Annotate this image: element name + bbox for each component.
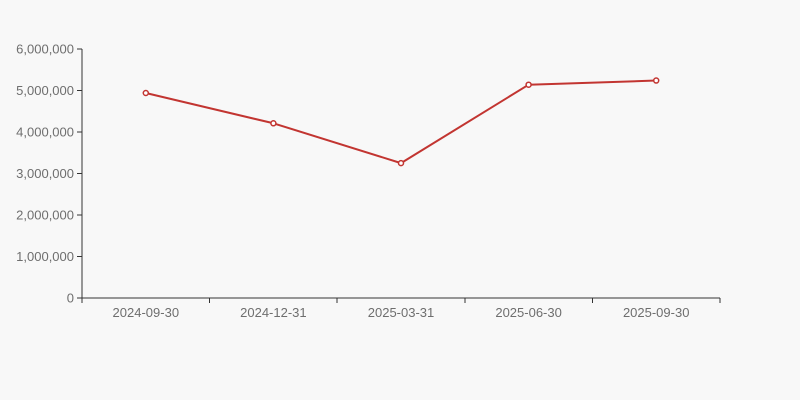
data-point-marker — [142, 89, 150, 97]
x-axis-tick-label: 2024-09-30 — [113, 305, 180, 320]
y-axis-tick-label: 3,000,000 — [16, 166, 74, 181]
y-axis-tick-label: 1,000,000 — [16, 249, 74, 264]
x-axis-tick-label: 2024-12-31 — [240, 305, 307, 320]
y-axis-tick-label: 6,000,000 — [16, 42, 74, 57]
data-point-marker — [525, 81, 532, 88]
x-axis-tick-label: 2025-06-30 — [495, 305, 562, 320]
x-axis-tick-label: 2025-09-30 — [623, 305, 690, 320]
x-axis-tick-label: 2025-03-31 — [368, 305, 435, 320]
data-point-marker — [652, 77, 660, 84]
y-axis-tick-label: 2,000,000 — [16, 208, 74, 223]
y-axis-tick-label: 4,000,000 — [16, 125, 74, 140]
y-axis-tick-label: 0 — [67, 291, 74, 306]
data-point-marker — [397, 159, 405, 167]
y-axis-tick-label: 5,000,000 — [16, 83, 74, 98]
data-point-marker — [270, 120, 277, 127]
